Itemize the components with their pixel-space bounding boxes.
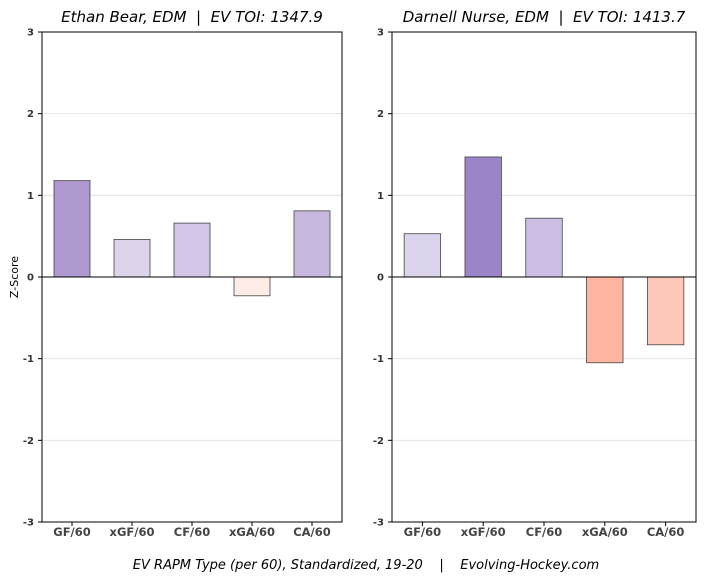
bar-cf-60 — [525, 217, 563, 278]
x-tick-label: CF/60 — [174, 525, 211, 539]
y-tick-label: -1 — [373, 354, 384, 365]
x-tick-label: xGF/60 — [461, 525, 506, 539]
bar-xgf-60 — [113, 239, 151, 278]
chart-title: Darnell Nurse, EDM | EV TOI: 1413.7 — [403, 8, 686, 26]
y-axis-title: Z-Score — [8, 256, 21, 298]
x-tick-label: CA/60 — [293, 525, 331, 539]
chart-title: Ethan Bear, EDM | EV TOI: 1347.9 — [61, 8, 323, 26]
bar-xgf-60 — [464, 156, 502, 278]
x-tick-label: GF/60 — [404, 525, 442, 539]
x-tick-label: GF/60 — [53, 525, 91, 539]
chart-panel-left: -3 -2 -1 0 1 2 3 GF/60 xGF/60 CF/60 xGA/60 CA/60 Eth… — [8, 8, 343, 539]
y-tick-label: -2 — [373, 436, 384, 447]
y-tick-label: 0 — [27, 273, 34, 284]
bar-gf-60 — [53, 180, 91, 278]
x-tick-label: CF/60 — [526, 525, 563, 539]
bar-cf-60 — [173, 222, 211, 278]
y-tick-label: -3 — [373, 518, 384, 529]
y-tick-label: 1 — [377, 191, 384, 202]
y-tick-label: 2 — [377, 109, 384, 120]
y-tick-label: 3 — [377, 28, 384, 39]
bar-gf-60 — [403, 233, 442, 278]
bar-xga-60 — [586, 276, 624, 364]
x-tick-label: xGF/60 — [110, 525, 155, 539]
chart-panel-right: -3 -2 -1 0 1 2 3 GF/60 xGF/60 CF/60 xGA/60 CA/60 Dar… — [373, 8, 697, 539]
x-tick-label: xGA/60 — [229, 525, 275, 539]
y-tick-label: 3 — [27, 28, 34, 39]
y-tick-label: -1 — [23, 354, 34, 365]
bar-ca-60 — [293, 210, 331, 278]
y-tick-label: 2 — [27, 109, 34, 120]
x-tick-label: xGA/60 — [582, 525, 628, 539]
y-tick-label: 0 — [377, 273, 384, 284]
y-tick-label: 1 — [27, 191, 34, 202]
bar-xga-60 — [233, 276, 271, 297]
y-tick-label: -3 — [23, 518, 34, 529]
bar-ca-60 — [646, 276, 685, 346]
y-tick-label: -2 — [23, 436, 34, 447]
figure-caption: EV RAPM Type (per 60), Standardized, 19-… — [133, 558, 599, 573]
x-tick-label: CA/60 — [647, 525, 685, 539]
